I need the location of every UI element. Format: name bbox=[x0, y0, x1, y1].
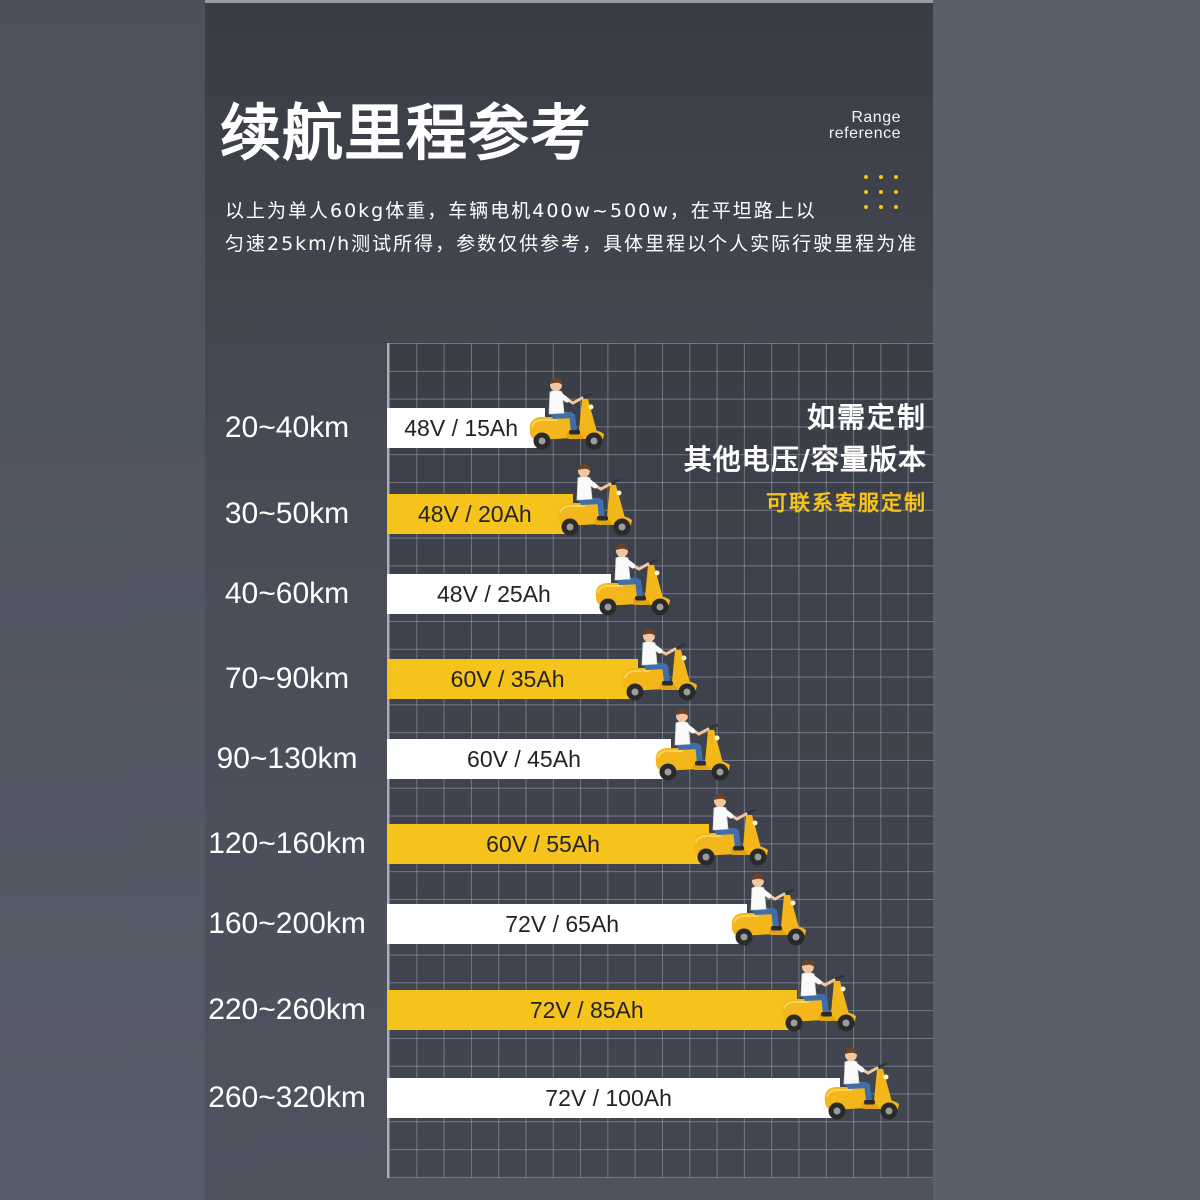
top-rule bbox=[205, 0, 933, 3]
range-label: 30~50km bbox=[224, 497, 350, 530]
battery-bar-label: 72V / 100Ah bbox=[545, 1085, 672, 1111]
scooter-rider-icon bbox=[653, 708, 733, 782]
range-row: 70~90km 60V / 35Ah bbox=[0, 659, 1200, 699]
test-note-line-2: 匀速25km/h测试所得，参数仅供参考，具体里程以个人实际行驶里程为准 bbox=[225, 233, 919, 255]
battery-bar-label: 60V / 45Ah bbox=[467, 746, 581, 772]
battery-bar bbox=[387, 494, 573, 534]
range-reference-badge: Range reference bbox=[760, 110, 901, 142]
scooter-rider-icon bbox=[555, 463, 635, 537]
test-note-line-1: 以上为单人60kg体重，车辆电机400w~500w，在平坦路上以 bbox=[225, 200, 817, 222]
battery-bar bbox=[387, 1078, 841, 1118]
range-row: 20~40km 48V / 15Ah bbox=[0, 408, 1200, 448]
dot-grid-dot bbox=[894, 175, 898, 179]
battery-bar-label: 72V / 85Ah bbox=[529, 997, 644, 1023]
range-label: 120~160km bbox=[208, 827, 366, 860]
dot-grid-dot bbox=[864, 190, 868, 194]
range-label: 40~60km bbox=[224, 577, 350, 610]
battery-bar-label: 48V / 15Ah bbox=[404, 415, 519, 441]
dot-grid-icon bbox=[864, 175, 900, 211]
scooter-rider-icon bbox=[620, 628, 700, 702]
scooter-rider-icon bbox=[691, 793, 771, 867]
battery-bar bbox=[387, 659, 639, 699]
battery-bar-label: 60V / 35Ah bbox=[450, 666, 565, 692]
range-label: 20~40km bbox=[224, 411, 350, 444]
range-label: 70~90km bbox=[224, 662, 350, 695]
battery-bar-label: 48V / 25Ah bbox=[437, 581, 551, 607]
custom-contact-note: 可联系客服定制 bbox=[766, 491, 927, 515]
page-title: 续航里程参考 bbox=[220, 98, 593, 169]
custom-heading: 如需定制 bbox=[806, 401, 927, 434]
scooter-rider-icon bbox=[527, 377, 607, 451]
scooter-rider-icon bbox=[729, 873, 809, 947]
battery-bar bbox=[387, 824, 710, 864]
badge-line-2: reference bbox=[828, 125, 901, 142]
dot-grid-dot bbox=[864, 205, 868, 209]
dot-grid-dot bbox=[879, 205, 883, 209]
badge-line-1: Range bbox=[851, 109, 901, 126]
range-row: 90~130km 60V / 45Ah bbox=[0, 739, 1200, 779]
custom-subheading: 其他电压/容量版本 bbox=[683, 443, 927, 476]
dot-grid-dot bbox=[879, 190, 883, 194]
scooter-rider-icon bbox=[779, 959, 859, 1033]
battery-bar bbox=[387, 408, 546, 448]
range-row: 220~260km 72V / 85Ah bbox=[0, 990, 1200, 1030]
scooter-rider-icon bbox=[822, 1047, 902, 1121]
dot-grid-dot bbox=[894, 190, 898, 194]
right-margin bbox=[933, 0, 1200, 1200]
battery-bar bbox=[387, 574, 611, 614]
range-label: 260~320km bbox=[208, 1081, 366, 1114]
range-label: 220~260km bbox=[208, 993, 366, 1026]
range-label: 160~200km bbox=[208, 907, 366, 940]
battery-bar-label: 48V / 20Ah bbox=[417, 501, 532, 527]
battery-bar bbox=[387, 990, 797, 1030]
range-row: 160~200km 72V / 65Ah bbox=[0, 904, 1200, 944]
battery-bar bbox=[387, 904, 748, 944]
range-row: 120~160km 60V / 55Ah bbox=[0, 824, 1200, 864]
range-row: 260~320km 72V / 100Ah bbox=[0, 1078, 1200, 1118]
battery-bar bbox=[387, 739, 671, 779]
dot-grid-dot bbox=[894, 205, 898, 209]
battery-bar-label: 72V / 65Ah bbox=[505, 911, 620, 937]
range-row: 30~50km 48V / 20Ah bbox=[0, 494, 1200, 534]
dot-grid-dot bbox=[864, 175, 868, 179]
range-row: 40~60km 48V / 25Ah bbox=[0, 574, 1200, 614]
dot-grid-dot bbox=[879, 175, 883, 179]
battery-bar-label: 60V / 55Ah bbox=[486, 831, 600, 857]
range-label: 90~130km bbox=[216, 742, 358, 775]
scooter-rider-icon bbox=[593, 543, 673, 617]
